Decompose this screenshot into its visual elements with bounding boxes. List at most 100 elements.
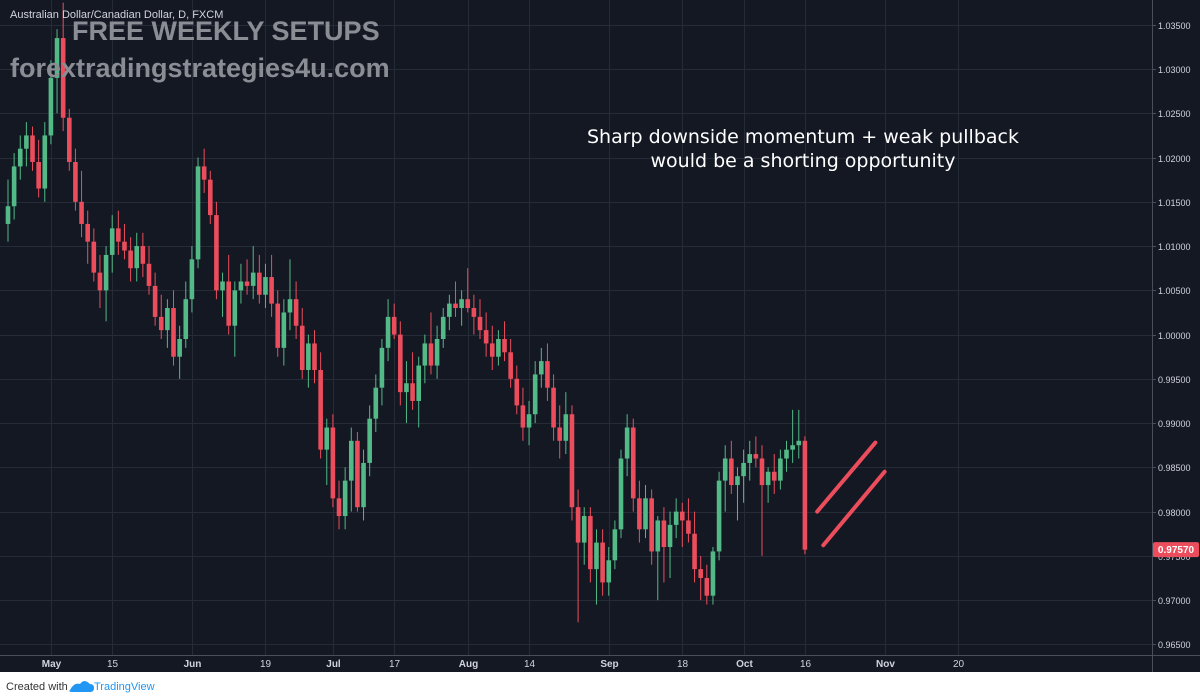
candle [226, 254, 231, 335]
candle-body [765, 471, 771, 486]
candle [459, 290, 464, 326]
candle-body [649, 498, 654, 552]
time-axis-label: 19 [260, 659, 272, 670]
candle [324, 418, 330, 486]
time-axis-label: 17 [389, 659, 401, 670]
candle [116, 210, 121, 255]
candle-body [588, 516, 593, 570]
candle-body [440, 316, 446, 340]
footer-bar [0, 672, 1200, 700]
candle-body [569, 414, 575, 508]
candle-body [471, 308, 477, 317]
candle-body [189, 259, 195, 300]
candle [379, 339, 385, 406]
candle [183, 281, 189, 348]
candle [778, 449, 783, 490]
candle [753, 436, 759, 468]
candle-body [502, 339, 507, 353]
footer-brand[interactable]: TradingView [94, 681, 155, 693]
projection-line[interactable] [821, 469, 887, 548]
candle [373, 374, 379, 432]
projection-line[interactable] [815, 440, 878, 514]
candle [30, 126, 35, 171]
candle-body [735, 476, 740, 486]
candle-body [496, 339, 501, 357]
candle-body [526, 414, 532, 428]
watermark-line-1: FREE WEEKLY SETUPS [72, 16, 380, 46]
candle [600, 529, 605, 596]
candle-body [17, 148, 23, 167]
time-axis-label: Jul [326, 659, 341, 670]
candle [146, 246, 152, 295]
candle [771, 454, 777, 494]
candle-body [109, 228, 115, 255]
candle-body [146, 263, 152, 286]
price-axis-background [1152, 0, 1200, 672]
last-price-tag-background [1153, 542, 1199, 558]
candle [232, 281, 238, 357]
time-axis[interactable]: May 15 Jun 19 Jul 17 Aug 14 Sep 18 Oct 16 Nov 20 [0, 655, 1200, 671]
candle-body [545, 361, 550, 388]
candle-body [67, 117, 72, 162]
candle-body [30, 135, 35, 162]
candle-body [398, 334, 403, 393]
candle [655, 516, 661, 601]
candle [649, 489, 654, 565]
candle [551, 374, 556, 441]
candle-body [103, 254, 109, 291]
candle [790, 409, 795, 463]
price-axis-label: 1.01000 [1158, 242, 1191, 252]
time-axis-label: 15 [107, 659, 119, 670]
candle [85, 210, 90, 264]
tradingview-logo-icon[interactable] [69, 681, 94, 692]
candle-body [195, 166, 201, 260]
candle [667, 511, 673, 578]
candle [306, 334, 311, 388]
candle-body [483, 330, 489, 344]
last-price-tag: 0.97570 [1153, 542, 1199, 558]
candle-body [165, 308, 170, 331]
candle-body [539, 361, 544, 375]
candle [410, 352, 415, 410]
annotation-line-2: would be a shorting opportunity [651, 150, 956, 172]
time-axis-label: 18 [677, 659, 689, 670]
price-axis-label: 0.98000 [1158, 508, 1191, 518]
candlesticks [5, 2, 808, 623]
candle [214, 201, 219, 300]
candle [722, 445, 728, 512]
price-axis-label: 1.02500 [1158, 109, 1191, 119]
candle-body [257, 272, 262, 295]
candle [692, 511, 697, 583]
candle-body [790, 445, 795, 450]
candle [158, 294, 164, 340]
candle [526, 400, 532, 446]
candle-body [244, 281, 250, 286]
candle [765, 467, 771, 503]
candle-body [514, 378, 520, 406]
candle-body [263, 277, 268, 295]
candle-body [710, 551, 716, 596]
candle [698, 555, 703, 601]
candle-body [465, 299, 471, 309]
candle [385, 299, 391, 362]
time-axis-label: 20 [953, 659, 965, 670]
candle [637, 480, 642, 543]
footer-created-with: Created with [6, 681, 68, 693]
candle [569, 405, 575, 521]
candle [606, 547, 612, 596]
candle-body [367, 418, 372, 463]
candle-body [673, 511, 679, 525]
candle-body [342, 480, 348, 517]
price-axis[interactable]: 1.03500 1.03000 1.02500 1.02000 1.01500 1.010… [1152, 0, 1191, 672]
candle [471, 294, 477, 335]
candle [134, 232, 140, 282]
candle [287, 259, 293, 331]
watermark-line-2: forextradingstrategies4u.com [10, 53, 390, 83]
candle-body [171, 308, 176, 357]
candle-body [158, 316, 164, 331]
candle-body [698, 569, 703, 578]
candle [630, 418, 636, 512]
candle [250, 246, 256, 300]
candle [563, 392, 569, 455]
